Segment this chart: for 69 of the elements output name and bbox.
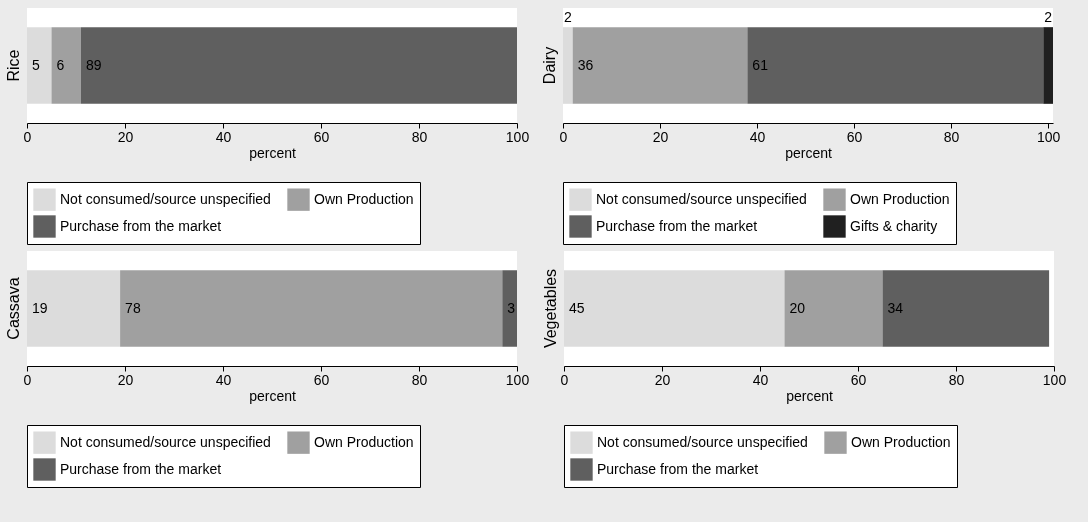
x-tick-label: 60 [846,128,863,145]
data-label: 20 [789,299,806,316]
legend-label: Own Production [850,190,950,207]
x-tick-label: 20 [652,128,669,145]
x-tick-label: 80 [411,128,428,145]
x-tick-label: 0 [559,128,568,145]
data-label: 2 [1044,8,1053,25]
x-tick-label: 100 [1042,371,1067,388]
legend-label: Gifts & charity [850,217,938,234]
bar [563,27,573,104]
bar [784,270,883,347]
data-label: 5 [32,56,40,73]
x-tick-label: 20 [654,371,671,388]
x-axis-title: percent [249,387,296,404]
x-tick-label: 80 [948,371,965,388]
legend-label: Purchase from the market [60,217,222,234]
legend-label: Not consumed/source unspecified [60,190,271,207]
legend-label: Purchase from the market [597,460,759,477]
data-label: 34 [887,299,904,316]
bar [572,27,748,104]
legend-label: Not consumed/source unspecified [60,433,271,450]
x-axis-title: percent [249,144,296,161]
x-tick-label: 40 [215,371,232,388]
y-tick-label: Rice [4,49,22,82]
x-axis-title: percent [785,144,832,161]
x-tick-label: 60 [313,128,330,145]
legend-label: Not consumed/source unspecified [596,190,807,207]
legend-label: Own Production [851,433,951,450]
data-label: 89 [85,56,102,73]
x-tick-label: 100 [505,371,530,388]
x-tick-label: 0 [560,371,569,388]
data-label: 19 [32,299,48,316]
bar [27,27,52,104]
bar [51,27,81,104]
legend-label: Purchase from the market [596,217,758,234]
bar [502,270,517,347]
data-label: 45 [569,299,585,316]
data-label: 6 [56,56,65,73]
data-label: 2 [563,8,572,25]
data-label: 61 [752,56,769,73]
x-tick-label: 80 [943,128,960,145]
x-axis-title: percent [786,387,833,404]
x-tick-label: 20 [117,128,134,145]
bar [27,270,121,347]
legend-label: Own Production [314,190,414,207]
x-tick-label: 20 [117,371,134,388]
data-label: 36 [577,56,594,73]
x-tick-label: 40 [752,371,769,388]
bar [747,27,1044,104]
x-tick-label: 60 [850,371,867,388]
x-tick-label: 40 [215,128,232,145]
data-label: 3 [507,299,516,316]
y-tick-label: Cassava [4,277,22,340]
x-tick-label: 0 [23,371,32,388]
x-tick-label: 40 [749,128,766,145]
y-tick-label: Dairy [540,46,558,85]
bar [882,270,1050,347]
x-tick-label: 0 [23,128,32,145]
x-tick-label: 100 [505,128,530,145]
x-tick-label: 60 [313,371,330,388]
legend-label: Not consumed/source unspecified [597,433,808,450]
y-tick-label: Vegetables [541,268,559,349]
bar [564,270,785,347]
data-label: 78 [125,299,141,316]
x-tick-label: 100 [1036,128,1061,145]
legend-label: Own Production [314,433,414,450]
bar [1043,27,1053,104]
x-tick-label: 80 [411,371,428,388]
legend-label: Purchase from the market [60,460,222,477]
